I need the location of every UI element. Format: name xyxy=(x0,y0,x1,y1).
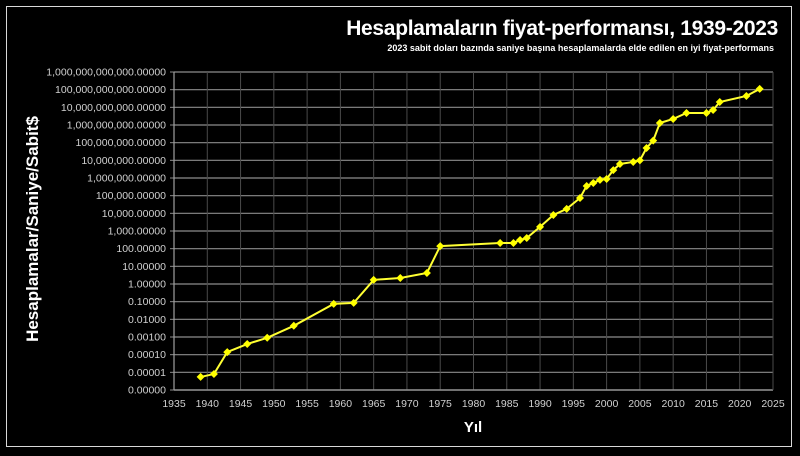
y-tick-label: 100,000.00000 xyxy=(96,190,166,202)
x-tick-label: 1965 xyxy=(362,398,386,410)
x-tick-label: 1975 xyxy=(429,398,453,410)
x-axis-ticks: 1935 1940 1945 1950 1955 1960 1965 1970 1975 1980… xyxy=(162,398,785,410)
y-tick-label: 100.00000 xyxy=(116,243,166,255)
data-point-marker xyxy=(436,242,445,251)
x-tick-label: 1945 xyxy=(229,398,253,410)
data-point-marker xyxy=(709,105,718,114)
x-tick-label: 1970 xyxy=(395,398,419,410)
data-point-marker xyxy=(582,181,591,190)
data-point-marker xyxy=(509,238,518,247)
data-series xyxy=(196,84,764,381)
y-tick-label: 10.00000 xyxy=(122,261,166,273)
data-point-marker xyxy=(615,160,624,169)
y-tick-label: 1,000,000.00000 xyxy=(87,173,166,185)
data-point-marker xyxy=(369,275,378,284)
data-point-marker xyxy=(223,348,232,357)
y-tick-label: 10,000,000,000.00000 xyxy=(61,102,166,114)
data-point-marker xyxy=(642,143,651,152)
data-point-marker xyxy=(289,321,298,330)
x-tick-label: 1935 xyxy=(162,398,186,410)
data-point-marker xyxy=(589,178,598,187)
data-point-marker xyxy=(516,235,525,244)
data-point-marker xyxy=(655,118,664,127)
data-point-marker xyxy=(536,222,545,231)
x-tick-label: 2020 xyxy=(728,398,752,410)
data-point-marker xyxy=(602,174,611,183)
y-tick-label: 10,000.00000 xyxy=(102,208,166,220)
data-point-marker xyxy=(635,156,644,165)
data-point-marker xyxy=(496,238,505,247)
data-point-marker xyxy=(422,268,431,277)
data-point-marker xyxy=(329,299,338,308)
x-tick-label: 2000 xyxy=(595,398,619,410)
x-tick-label: 1985 xyxy=(495,398,519,410)
data-point-marker xyxy=(702,108,711,117)
y-tick-label: 0.00100 xyxy=(128,332,166,344)
y-tick-label: 1,000.00000 xyxy=(108,226,167,238)
x-tick-label: 1950 xyxy=(262,398,286,410)
data-point-marker xyxy=(715,98,724,107)
x-tick-label: 1940 xyxy=(196,398,220,410)
x-tick-label: 1995 xyxy=(562,398,586,410)
x-tick-label: 1980 xyxy=(462,398,486,410)
x-tick-label: 2005 xyxy=(628,398,652,410)
x-tick-label: 1960 xyxy=(329,398,353,410)
series-line xyxy=(200,88,761,378)
y-axis-ticks: 1,000,000,000,000.00000 100,000,000,000.0… xyxy=(46,67,166,397)
y-tick-label: 10,000,000.00000 xyxy=(81,155,166,167)
data-point-marker xyxy=(609,166,618,175)
y-tick-label: 1,000,000,000,000.00000 xyxy=(46,67,166,79)
x-tick-label: 1990 xyxy=(528,398,552,410)
x-tick-label: 2025 xyxy=(761,398,785,410)
y-tick-label: 1,000,000,000.00000 xyxy=(67,120,166,132)
data-point-marker xyxy=(649,136,658,145)
data-point-marker xyxy=(629,157,638,166)
y-tick-label: 0.10000 xyxy=(128,296,166,308)
data-point-marker xyxy=(349,298,358,307)
y-tick-label: 0.00001 xyxy=(128,367,166,379)
x-tick-label: 2010 xyxy=(661,398,685,410)
data-point-marker xyxy=(562,204,571,213)
data-point-marker xyxy=(196,372,205,381)
chart-subtitle: 2023 sabit doları bazında saniye başına … xyxy=(387,43,774,53)
data-point-marker xyxy=(263,333,272,342)
data-point-marker xyxy=(742,91,751,100)
y-tick-label: 0.01000 xyxy=(128,314,166,326)
data-point-marker xyxy=(682,108,691,117)
gridlines xyxy=(170,71,774,391)
y-tick-label: 1.00000 xyxy=(128,279,166,291)
data-point-marker xyxy=(396,273,405,282)
x-tick-label: 2015 xyxy=(695,398,719,410)
data-point-marker xyxy=(549,210,558,219)
chart-title: Hesaplamaların fiyat-performansı, 1939-2… xyxy=(346,17,778,40)
y-tick-label: 100,000,000.00000 xyxy=(75,137,166,149)
data-point-marker xyxy=(209,370,218,379)
x-tick-label: 1955 xyxy=(295,398,319,410)
data-point-marker xyxy=(243,340,252,349)
chart-frame xyxy=(6,6,792,447)
y-tick-label: 0.00000 xyxy=(128,385,166,397)
data-point-marker xyxy=(669,114,678,123)
data-point-marker xyxy=(755,84,764,93)
data-point-marker xyxy=(595,175,604,184)
data-point-marker xyxy=(575,193,584,202)
y-tick-label: 100,000,000,000.00000 xyxy=(55,84,166,96)
x-axis-label: Yıl xyxy=(463,419,483,436)
data-point-marker xyxy=(522,234,531,243)
y-tick-label: 0.00010 xyxy=(128,349,166,361)
